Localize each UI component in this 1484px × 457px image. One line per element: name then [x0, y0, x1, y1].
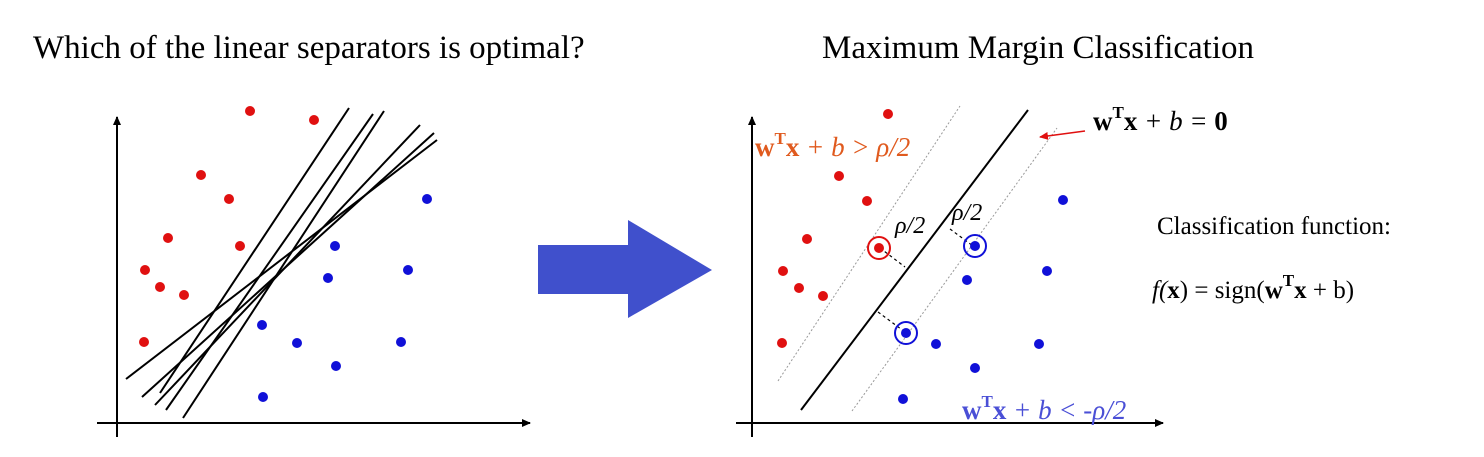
blue-point: [1042, 266, 1052, 276]
upper-margin-equation: wTx + b > ρ/2: [755, 129, 911, 162]
boundary-pointer-arrow: [1039, 130, 1086, 140]
blue-point: [970, 363, 980, 373]
red-point: [245, 106, 255, 116]
blue-point: [257, 320, 267, 330]
margin-distance-lines: [877, 228, 974, 333]
red-point: [883, 109, 893, 119]
blue-point: [323, 273, 333, 283]
red-point: [778, 266, 788, 276]
blue-point: [970, 241, 980, 251]
lower-margin-line: [851, 127, 1058, 412]
red-point: [155, 282, 165, 292]
classification-function: f(x) = sign(wTx + b): [1152, 271, 1355, 304]
red-point: [224, 194, 234, 204]
margin-distance-line: [877, 311, 906, 333]
red-point: [235, 241, 245, 251]
decision-boundary-equation: wTx + b = 0: [1093, 103, 1228, 136]
margin-label: ρ/2: [895, 213, 926, 239]
red-point: [818, 291, 828, 301]
red-point: [139, 337, 149, 347]
blue-point: [292, 338, 302, 348]
separator-line: [165, 113, 374, 411]
separator-line: [125, 139, 438, 380]
margin-distance-line: [879, 247, 906, 268]
right-title: Maximum Margin Classification: [822, 30, 1255, 66]
blue-point: [931, 339, 941, 349]
right-red-points: [777, 109, 893, 348]
margin-label: ρ/2: [952, 200, 983, 226]
support-vector-ring-blue: [963, 234, 987, 258]
decision-boundary: [800, 109, 1029, 411]
red-point: [862, 196, 872, 206]
support-vector-ring-blue: [894, 321, 918, 345]
candidate-separators: [125, 107, 438, 419]
red-point: [802, 234, 812, 244]
margin-distance-line: [949, 228, 974, 247]
transition-arrow: [538, 220, 712, 318]
red-point: [179, 290, 189, 300]
blue-point: [962, 275, 972, 285]
right-blue-points: [898, 195, 1068, 404]
blue-point: [396, 337, 406, 347]
left-axes: [97, 116, 531, 437]
red-point: [163, 233, 173, 243]
red-point: [309, 115, 319, 125]
left-title: Which of the linear separators is optima…: [33, 30, 585, 66]
separator-line: [154, 124, 421, 406]
blue-point: [1034, 339, 1044, 349]
separator-line: [159, 107, 350, 394]
red-point: [874, 243, 884, 253]
red-point: [140, 265, 150, 275]
blue-point: [258, 392, 268, 402]
blue-point: [898, 394, 908, 404]
right-axes: [736, 116, 1164, 437]
classification-function-label: Classification function:: [1157, 213, 1391, 240]
red-point: [834, 171, 844, 181]
blue-point: [422, 194, 432, 204]
support-vector-ring-red: [867, 236, 891, 260]
blue-point: [901, 328, 911, 338]
left-red-points: [139, 106, 319, 347]
lower-margin-equation: wTx + b < -ρ/2: [962, 392, 1127, 425]
blue-point: [403, 265, 413, 275]
red-point: [196, 170, 206, 180]
left-blue-points: [257, 194, 432, 402]
separator-line: [182, 110, 385, 419]
blue-point: [1058, 195, 1068, 205]
blue-point: [331, 361, 341, 371]
red-point: [777, 338, 787, 348]
blue-point: [330, 241, 340, 251]
red-point: [794, 283, 804, 293]
